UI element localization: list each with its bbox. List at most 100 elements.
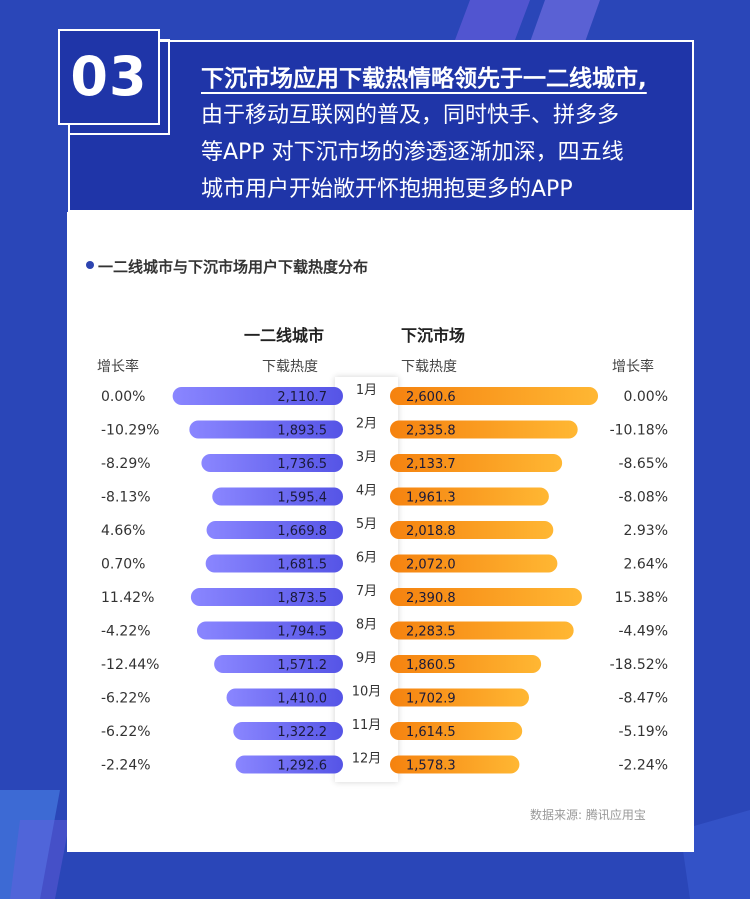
right-bar [390,387,599,405]
left-group-label: 一二线城市 [244,326,325,345]
month-label: 7月 [356,584,377,599]
month-label: 6月 [356,551,377,566]
left-value-label: 1,794.5 [277,625,327,640]
left-growth-value: -10.29% [101,423,159,439]
left-bar [196,621,343,640]
right-growth-header: 增长率 [612,359,654,375]
left-bar [226,688,343,707]
right-growth-value: 15.38% [615,590,668,606]
right-growth-value: 0.00% [624,389,668,405]
section-number: 03 [70,45,148,108]
right-bar [390,688,529,707]
right-value-label: 2,133.7 [406,457,456,472]
right-bar [390,655,542,673]
left-bar [212,487,343,506]
left-value-label: 1,292.6 [277,759,327,774]
left-value-label: 1,595.4 [277,491,327,506]
left-value-label: 1,681.5 [277,558,327,573]
right-growth-value: -18.52% [610,657,668,673]
left-growth-value: 4.66% [101,523,145,539]
right-value-label: 2,072.0 [406,558,456,573]
right-growth-value: -4.49% [618,624,668,640]
right-growth-value: -5.19% [618,724,668,740]
month-label: 12月 [352,752,382,767]
month-label: 9月 [356,651,377,666]
right-bar [390,621,574,640]
left-bar [189,420,343,439]
left-value-label: 2,110.7 [277,390,327,405]
left-growth-value: -12.44% [101,657,159,673]
left-growth-value: -6.22% [101,724,151,740]
month-label: 1月 [356,383,377,398]
right-value-label: 1,860.5 [406,658,456,673]
right-value-label: 2,283.5 [406,625,456,640]
month-label: 5月 [356,517,377,532]
left-heat-header: 下载热度 [262,359,318,375]
right-growth-value: -8.47% [618,691,668,707]
right-bar [390,420,578,439]
left-bar [190,588,343,606]
right-value-label: 2,600.6 [406,390,456,405]
left-growth-value: -4.22% [101,624,151,640]
right-value-label: 1,961.3 [406,491,456,506]
left-growth-value: -8.13% [101,490,151,506]
left-growth-value: -6.22% [101,691,151,707]
left-bar [172,387,343,405]
right-growth-value: -2.24% [618,758,668,774]
left-value-label: 1,873.5 [277,591,327,606]
month-label: 2月 [356,417,377,432]
right-value-label: 2,390.8 [406,591,456,606]
left-growth-value: 0.00% [101,389,145,405]
right-value-label: 1,578.3 [406,759,456,774]
right-growth-value: -10.18% [610,423,668,439]
left-value-label: 1,669.8 [277,524,327,539]
right-group-label: 下沉市场 [401,326,466,345]
right-value-label: 1,614.5 [406,725,456,740]
left-bar [214,655,343,673]
right-bar [390,454,563,472]
left-growth-value: -2.24% [101,758,151,774]
left-value-label: 1,893.5 [277,424,327,439]
left-growth-value: -8.29% [101,456,151,472]
number-box [58,29,160,125]
left-growth-header: 增长率 [97,359,139,375]
right-value-label: 2,335.8 [406,424,456,439]
headline: 下沉市场应用下载热情略领先于一二线城市, [201,66,647,92]
left-value-label: 1,410.0 [277,692,327,707]
description: 由于移动互联网的普及，同时快手、拼多多 等APP 对下沉市场的渗透逐渐加深，四五… [201,97,681,208]
left-bar [233,722,343,740]
left-bar [235,755,343,774]
right-bar [390,554,558,573]
left-value-label: 1,322.2 [277,725,327,740]
month-column [335,377,398,782]
right-bar [390,722,523,740]
left-growth-value: 11.42% [101,590,154,606]
description-line: 由于移动互联网的普及，同时快手、拼多多 [201,103,620,128]
month-label: 10月 [352,685,382,700]
description-line: 城市用户开始敞开怀抱拥抱更多的APP [201,177,573,202]
chart-title: 一二线城市与下沉市场用户下载热度分布 [98,258,369,276]
right-growth-value: -8.65% [618,456,668,472]
left-growth-value: 0.70% [101,557,145,573]
left-value-label: 1,736.5 [277,457,327,472]
right-bar [390,521,554,539]
month-label: 4月 [356,484,377,499]
data-source: 数据来源: 腾讯应用宝 [530,808,646,822]
right-bar [390,755,520,774]
title-bullet [86,261,94,269]
description-line: 等APP 对下沉市场的渗透逐渐加深，四五线 [201,140,624,165]
month-label: 8月 [356,618,377,633]
left-bar [205,554,343,573]
left-bar [201,454,343,472]
left-value-label: 1,571.2 [277,658,327,673]
month-label: 11月 [352,718,382,733]
right-value-label: 1,702.9 [406,692,456,707]
right-bar [390,588,582,606]
right-growth-value: -8.08% [618,490,668,506]
right-bar [390,487,549,506]
right-growth-value: 2.64% [624,557,668,573]
left-bar [206,521,343,539]
right-growth-value: 2.93% [624,523,668,539]
